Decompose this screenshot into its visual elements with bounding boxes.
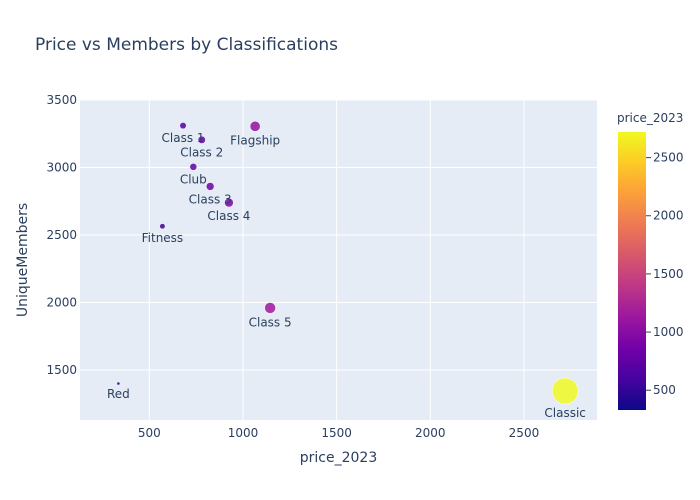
point-label: Classic bbox=[544, 406, 586, 420]
y-tick-label: 2000 bbox=[46, 296, 77, 310]
point-label: Class 3 bbox=[189, 192, 232, 206]
data-point bbox=[197, 135, 206, 144]
gridlines bbox=[80, 99, 597, 420]
x-tick-label: 1000 bbox=[228, 426, 259, 440]
colorbar-tick-label: 1000 bbox=[653, 325, 684, 339]
x-axis-title: price_2023 bbox=[300, 450, 377, 466]
colorbar-ticks: 500 1000 1500 2000 2500 bbox=[646, 151, 684, 397]
colorbar bbox=[618, 132, 646, 410]
data-point bbox=[116, 381, 121, 386]
chart-title: Price vs Members by Classifications bbox=[35, 35, 338, 55]
x-axis-ticks: 500 1000 1500 2000 2500 bbox=[138, 426, 539, 440]
y-tick-label: 3000 bbox=[46, 161, 77, 175]
y-tick-label: 1500 bbox=[46, 363, 77, 377]
data-point bbox=[179, 122, 187, 130]
x-tick-label: 1500 bbox=[321, 426, 352, 440]
data-point bbox=[551, 377, 579, 405]
point-label: Fitness bbox=[142, 231, 184, 245]
colorbar-tick-label: 2000 bbox=[653, 209, 684, 223]
data-point bbox=[159, 223, 166, 230]
y-tick-label: 3500 bbox=[46, 93, 77, 107]
plot-area bbox=[80, 100, 597, 420]
point-label: Class 2 bbox=[180, 146, 223, 160]
x-tick-label: 2000 bbox=[415, 426, 446, 440]
x-tick-label: 2500 bbox=[509, 426, 540, 440]
colorbar-tick-label: 500 bbox=[653, 383, 676, 397]
x-tick-label: 500 bbox=[138, 426, 161, 440]
y-axis-ticks: 1500 2000 2500 3000 3500 bbox=[46, 93, 77, 377]
colorbar-title: price_2023 bbox=[617, 111, 683, 125]
data-point bbox=[205, 182, 215, 191]
colorbar-tick-label: 1500 bbox=[653, 267, 684, 281]
point-label: Flagship bbox=[230, 133, 280, 147]
point-label: Class 5 bbox=[249, 315, 292, 329]
data-point bbox=[249, 120, 261, 132]
data-points bbox=[116, 120, 579, 405]
y-tick-label: 2500 bbox=[46, 228, 77, 242]
data-point bbox=[224, 197, 234, 208]
point-label: Red bbox=[107, 387, 130, 401]
data-point bbox=[189, 163, 198, 171]
data-point bbox=[264, 302, 276, 314]
point-label: Club bbox=[180, 172, 207, 186]
y-axis-title: UniqueMembers bbox=[15, 203, 31, 317]
point-label: Class 1 bbox=[162, 131, 205, 145]
colorbar-tick-label: 2500 bbox=[653, 151, 684, 165]
point-label: Class 4 bbox=[207, 209, 250, 223]
